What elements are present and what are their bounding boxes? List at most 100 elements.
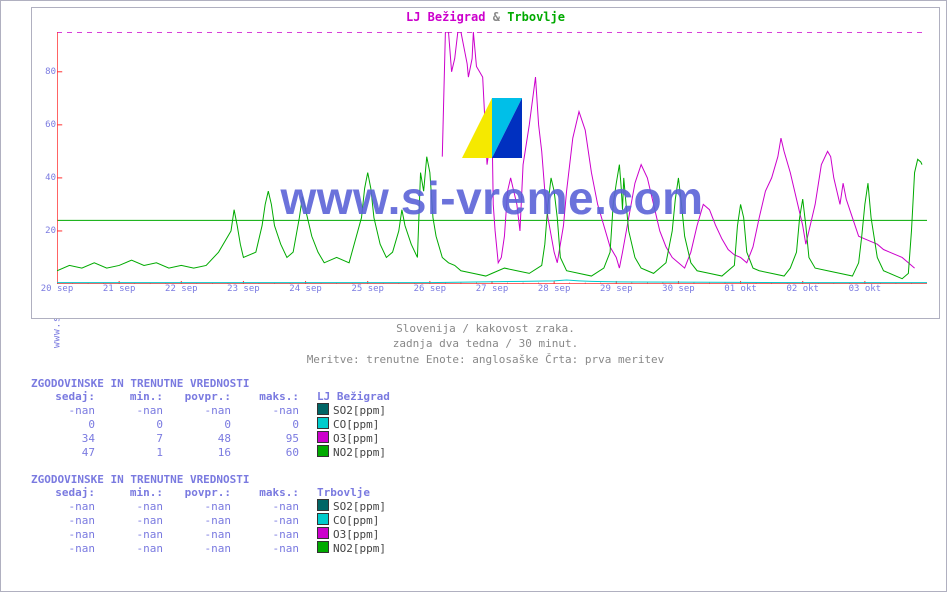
x-tick-label: 03 okt [849, 284, 882, 294]
caption-line-1: Slovenija / kakovost zraka. [31, 321, 940, 336]
table-row: 4711660NO2[ppm] [31, 445, 394, 459]
stats-value: 0 [167, 417, 235, 431]
stats-value: 47 [31, 445, 99, 459]
stats-series-label: NO2[ppm] [303, 541, 390, 555]
plot-area: www.si-vreme.com [57, 32, 927, 284]
color-swatch-icon [317, 445, 329, 457]
stats-value: -nan [235, 541, 303, 555]
y-tick-label: 60 [38, 120, 56, 130]
table-row: -nan-nan-nan-nanSO2[ppm] [31, 499, 390, 513]
stats-series-label: O3[ppm] [303, 527, 390, 541]
color-swatch-icon [317, 417, 329, 429]
table-row: -nan-nan-nan-nanCO[ppm] [31, 513, 390, 527]
x-tick-label: 23 sep [227, 284, 260, 294]
stats-series-label: O3[ppm] [303, 431, 394, 445]
stats-value: -nan [235, 527, 303, 541]
color-swatch-icon [317, 403, 329, 415]
x-tick-label: 30 sep [662, 284, 695, 294]
stats-value: -nan [235, 499, 303, 513]
stats-title: ZGODOVINSKE IN TRENUTNE VREDNOSTI [31, 473, 940, 486]
stats-block: ZGODOVINSKE IN TRENUTNE VREDNOSTIsedaj:m… [31, 473, 940, 555]
caption-line-3: Meritve: trenutne Enote: anglosaške Črta… [31, 352, 940, 367]
color-swatch-icon [317, 499, 329, 511]
table-row: 0000CO[ppm] [31, 417, 394, 431]
chart-panel: LJ Bežigrad & Trbovlje 20 40 60 80 www.si-v… [31, 7, 940, 319]
chart-title: LJ Bežigrad & Trbovlje [32, 10, 939, 24]
stats-value: 7 [99, 431, 167, 445]
stats-value: -nan [167, 527, 235, 541]
stats-value: 0 [31, 417, 99, 431]
title-amp: & [493, 10, 500, 24]
y-tick-label: 20 [38, 226, 56, 236]
caption-line-2: zadnja dva tedna / 30 minut. [31, 336, 940, 351]
stats-col-header: min.: [99, 486, 167, 499]
stats-col-header: povpr.: [167, 390, 235, 403]
stats-col-header: maks.: [235, 486, 303, 499]
chart-captions: Slovenija / kakovost zraka. zadnja dva t… [31, 321, 940, 367]
stats-station-name: Trbovlje [303, 486, 390, 499]
table-row: -nan-nan-nan-nanO3[ppm] [31, 527, 390, 541]
stats-col-header: povpr.: [167, 486, 235, 499]
stats-value: -nan [31, 541, 99, 555]
stats-value: 34 [31, 431, 99, 445]
stats-value: -nan [31, 499, 99, 513]
stats-table: sedaj:min.:povpr.:maks.:LJ Bežigrad-nan-… [31, 390, 394, 459]
stats-col-header: min.: [99, 390, 167, 403]
stats-value: -nan [167, 541, 235, 555]
x-tick-label: 25 sep [351, 284, 384, 294]
stats-value: -nan [99, 527, 167, 541]
stats-value: -nan [31, 513, 99, 527]
color-swatch-icon [317, 541, 329, 553]
x-tick-label: 20 sep [41, 284, 74, 294]
chart-frame: www.si-vreme.com LJ Bežigrad & Trbovlje … [0, 0, 947, 592]
stats-tables: ZGODOVINSKE IN TRENUTNE VREDNOSTIsedaj:m… [31, 377, 940, 569]
stats-series-label: CO[ppm] [303, 417, 394, 431]
stats-value: -nan [31, 403, 99, 417]
stats-series-label: SO2[ppm] [303, 499, 390, 513]
stats-value: -nan [99, 403, 167, 417]
table-row: -nan-nan-nan-nanSO2[ppm] [31, 403, 394, 417]
stats-col-header: maks.: [235, 390, 303, 403]
plot-svg [57, 32, 927, 284]
x-tick-label: 24 sep [289, 284, 322, 294]
stats-col-header: sedaj: [31, 390, 99, 403]
title-station-a: LJ Bežigrad [406, 10, 485, 24]
stats-value: 60 [235, 445, 303, 459]
stats-value: 1 [99, 445, 167, 459]
x-tick-label: 02 okt [786, 284, 819, 294]
stats-value: -nan [235, 403, 303, 417]
stats-block: ZGODOVINSKE IN TRENUTNE VREDNOSTIsedaj:m… [31, 377, 940, 459]
x-tick-label: 29 sep [600, 284, 633, 294]
stats-value: 95 [235, 431, 303, 445]
title-station-b: Trbovlje [507, 10, 565, 24]
stats-station-name: LJ Bežigrad [303, 390, 394, 403]
stats-value: 48 [167, 431, 235, 445]
x-tick-label: 26 sep [414, 284, 447, 294]
x-tick-label: 28 sep [538, 284, 571, 294]
stats-value: -nan [167, 513, 235, 527]
stats-value: 16 [167, 445, 235, 459]
stats-value: 0 [235, 417, 303, 431]
stats-col-header: sedaj: [31, 486, 99, 499]
table-row: -nan-nan-nan-nanNO2[ppm] [31, 541, 390, 555]
y-tick-label: 80 [38, 67, 56, 77]
stats-series-label: NO2[ppm] [303, 445, 394, 459]
x-tick-label: 21 sep [103, 284, 136, 294]
stats-value: -nan [167, 403, 235, 417]
color-swatch-icon [317, 431, 329, 443]
stats-series-label: CO[ppm] [303, 513, 390, 527]
stats-value: -nan [99, 499, 167, 513]
stats-value: -nan [99, 541, 167, 555]
color-swatch-icon [317, 513, 329, 525]
stats-value: 0 [99, 417, 167, 431]
stats-series-label: SO2[ppm] [303, 403, 394, 417]
x-axis-ticks: 20 sep21 sep22 sep23 sep24 sep25 sep26 s… [57, 284, 927, 296]
stats-title: ZGODOVINSKE IN TRENUTNE VREDNOSTI [31, 377, 940, 390]
stats-value: -nan [99, 513, 167, 527]
color-swatch-icon [317, 527, 329, 539]
x-tick-label: 22 sep [165, 284, 198, 294]
stats-value: -nan [31, 527, 99, 541]
y-tick-label: 40 [38, 173, 56, 183]
x-tick-label: 01 okt [724, 284, 757, 294]
stats-table: sedaj:min.:povpr.:maks.:Trbovlje-nan-nan… [31, 486, 390, 555]
